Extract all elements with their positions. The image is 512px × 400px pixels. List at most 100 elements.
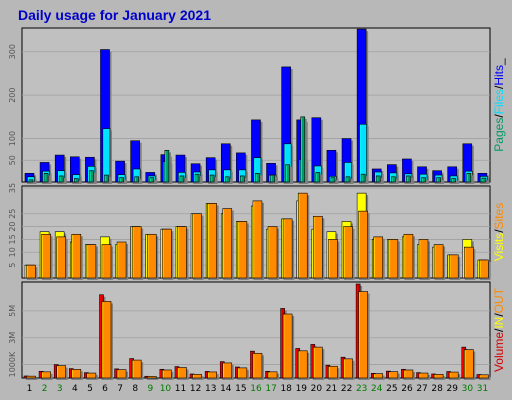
sites-bar: [313, 215, 325, 280]
chart-panels: 50 100 200 300 5 10 15 20 25 35 1000K 3M 5M: [8, 27, 491, 380]
y-tick-label: 35: [8, 183, 17, 193]
pages-bar: [43, 173, 51, 184]
pages-bar: [240, 175, 247, 184]
pages-bar: [270, 174, 277, 184]
day-label: 27: [416, 384, 427, 394]
day-label: 4: [72, 384, 78, 394]
day-label: 8: [132, 384, 138, 394]
sites-bar: [131, 226, 144, 280]
pages-bar: [481, 177, 488, 184]
y-tick-label: 200: [8, 88, 17, 103]
sites-bar: [388, 239, 400, 280]
sites-bar: [26, 264, 38, 280]
pages-bar: [315, 172, 322, 184]
day-label: 3: [57, 384, 63, 394]
day-labels: 1 2 3 4 5 6 7 8 9 10 11 12 13 14 15 16 17 18 19 20 21 22 23 24 2…: [27, 384, 488, 394]
sites-bar: [343, 226, 355, 280]
day-label: 5: [87, 384, 93, 394]
day-label: 31: [477, 384, 488, 394]
day-label: 1: [27, 384, 33, 394]
legend-entry: Sites: [492, 203, 506, 230]
day-label: 11: [175, 384, 186, 394]
in-out-bar: [237, 367, 249, 380]
day-label: 19: [296, 384, 308, 394]
pages-bar: [330, 177, 337, 184]
legend-entry: /: [492, 229, 506, 233]
pages-bar: [300, 116, 307, 184]
day-label: 6: [102, 384, 108, 394]
day-label: 25: [386, 384, 397, 394]
day-label: 15: [235, 384, 246, 394]
in-out-bar: [192, 373, 204, 380]
pages-bar: [375, 175, 383, 184]
sites-bar: [267, 226, 280, 280]
y-tick-label: 50: [8, 155, 17, 165]
pages-bar: [179, 175, 186, 184]
day-label: 13: [205, 384, 216, 394]
pages-bar: [466, 173, 473, 184]
pages-bar: [89, 170, 96, 184]
in-out-bar: [71, 369, 83, 380]
pages-bar: [255, 173, 262, 184]
pages-bar: [104, 174, 111, 184]
y-tick-label: 20: [8, 221, 17, 231]
in-out-bar: [252, 352, 264, 380]
legend-hits-files-pages: Pages/Files/Hits_: [492, 58, 506, 152]
legend-entry: Visits: [492, 233, 506, 261]
y-tick-label: 25: [8, 209, 17, 219]
pages-bar: [209, 174, 217, 184]
in-out-bar: [177, 367, 189, 380]
in-out-bar: [56, 365, 68, 380]
in-out-bar: [418, 372, 431, 380]
in-out-bar: [388, 371, 400, 380]
sites-bar: [177, 226, 189, 280]
sites-bar: [207, 203, 219, 280]
day-label: 21: [326, 384, 337, 394]
in-out-bar: [313, 346, 325, 380]
y-tick-label: 300: [8, 44, 17, 59]
day-label: 20: [311, 384, 323, 394]
in-out-bar: [373, 373, 385, 380]
day-label: 22: [341, 384, 352, 394]
in-out-bar: [403, 369, 415, 380]
legend-entry: IN: [492, 317, 506, 329]
in-out-bar: [297, 350, 310, 380]
in-out-bar: [162, 369, 174, 380]
sites-bar: [146, 233, 159, 280]
pages-bar: [149, 177, 156, 184]
legend-entry: Pages: [492, 118, 506, 152]
pages-bar: [194, 173, 202, 184]
day-label: 26: [401, 384, 413, 394]
in-out-bar: [433, 373, 446, 380]
panel-kbytes-in-out: 1000K 3M 5M: [8, 281, 491, 380]
day-label: 24: [371, 384, 383, 394]
y-tick-label: 100: [8, 131, 17, 146]
day-label: 2: [42, 384, 48, 394]
day-label: 30: [462, 384, 474, 394]
in-out-bar: [358, 291, 370, 380]
pages-bar: [224, 176, 232, 184]
legend-entry: Hits: [492, 65, 506, 86]
sites-bar: [373, 236, 385, 280]
sites-bar: [192, 213, 204, 280]
sites-bar: [86, 244, 98, 280]
in-out-bar: [267, 371, 280, 380]
legend-entry: /: [492, 114, 506, 118]
day-label: 9: [147, 384, 153, 394]
sites-bar: [116, 241, 129, 280]
pages-bar: [119, 177, 126, 184]
in-out-bar: [41, 371, 53, 380]
legend-kbytes-in-out: Volume/IN/OUT: [492, 287, 506, 372]
in-out-bar: [448, 371, 461, 380]
sites-bar: [41, 233, 53, 280]
pages-bar: [345, 176, 353, 184]
in-out-bar: [86, 372, 98, 380]
pages-bar: [73, 178, 81, 184]
sites-bar: [222, 208, 234, 280]
in-out-bar: [131, 359, 144, 380]
sites-bar: [328, 239, 340, 280]
in-out-bar: [464, 349, 476, 380]
chart-title: Daily usage for January 2021: [18, 7, 211, 23]
sites-bar: [479, 259, 491, 280]
